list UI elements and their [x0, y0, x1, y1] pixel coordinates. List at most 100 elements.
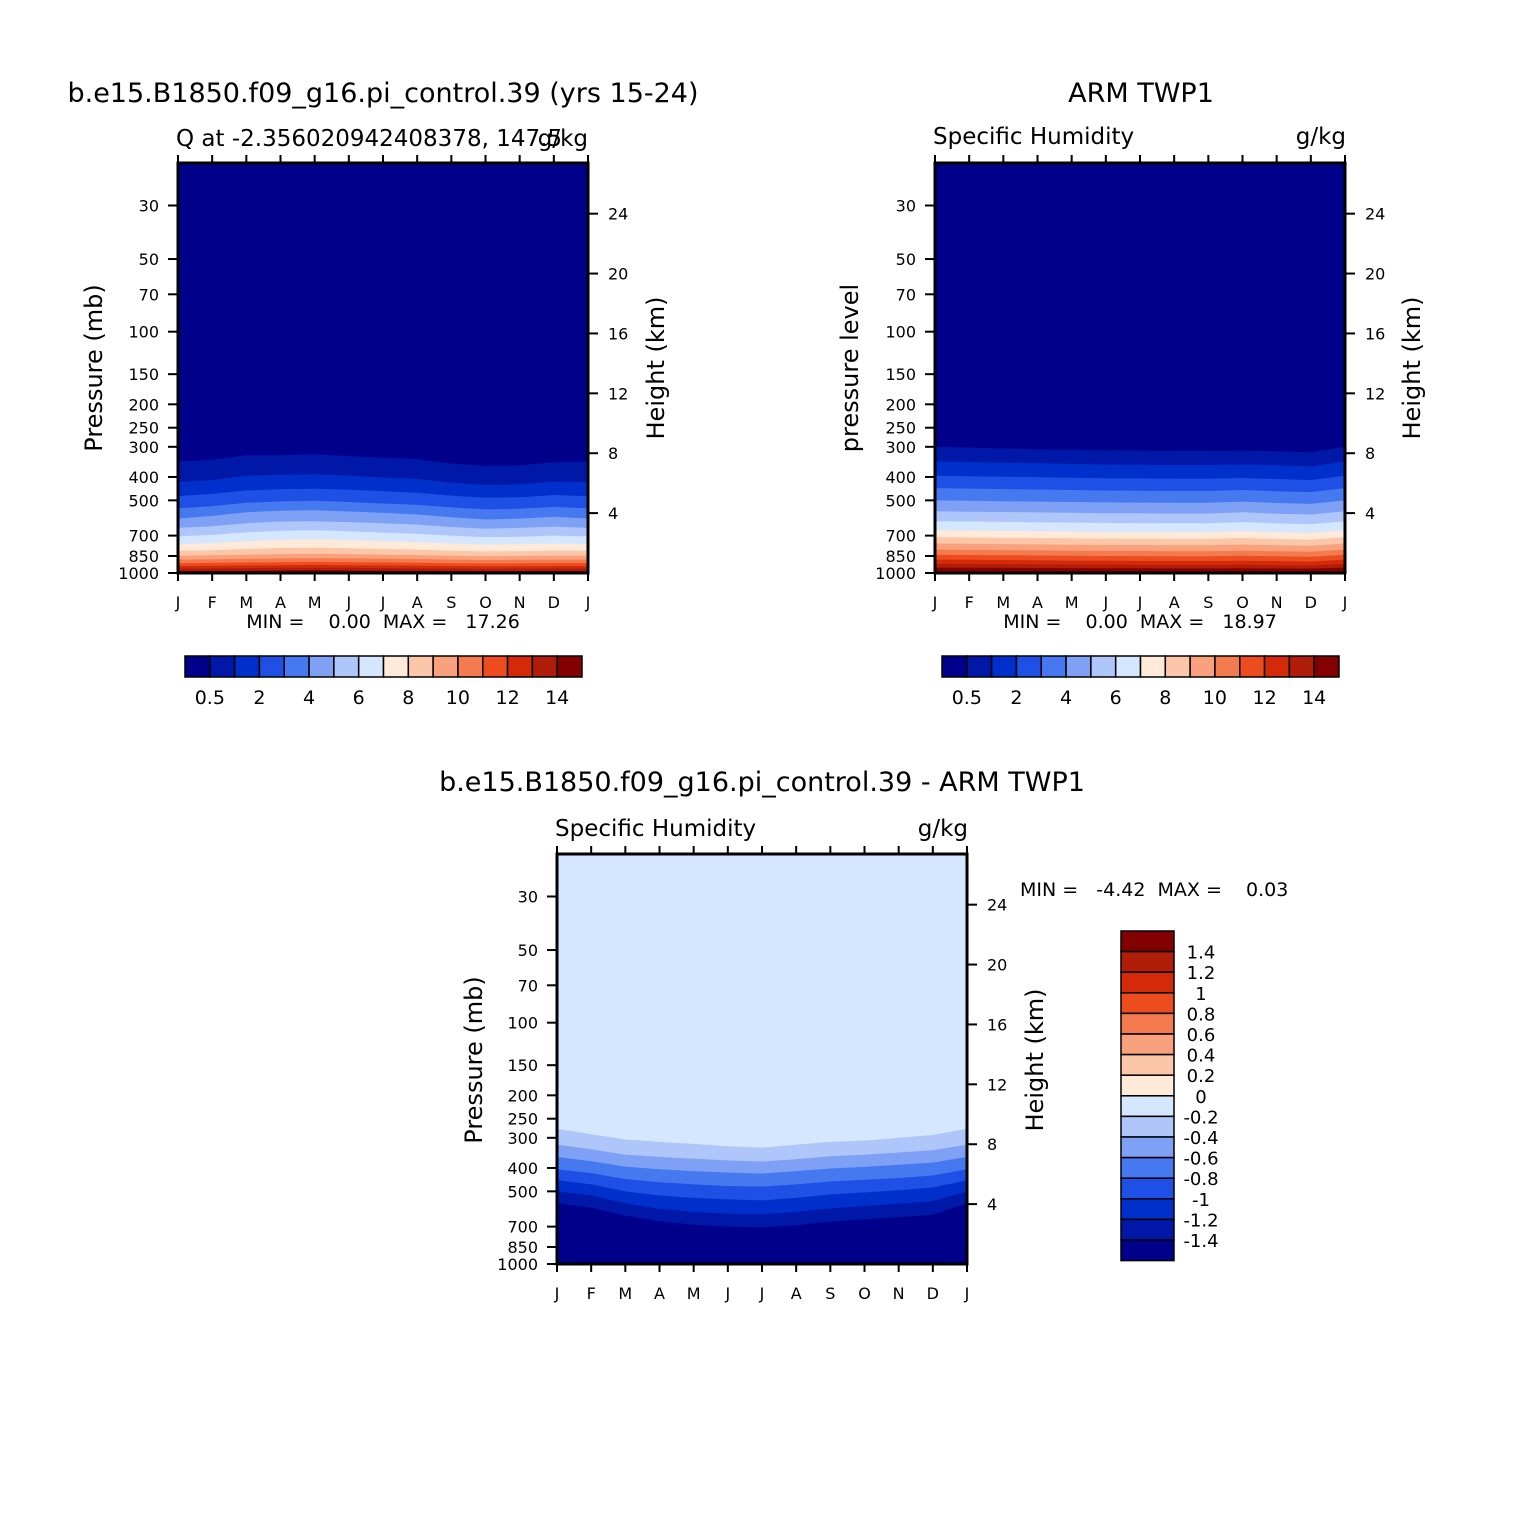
panel-obs-height-tick-label: 20 — [1365, 265, 1385, 284]
panel-model-height-tick-label: 16 — [608, 324, 628, 343]
panel-diff-colorbar: 1.41.210.80.60.40.20-0.2-0.4-0.6-0.8-1-1… — [1120, 930, 1219, 1262]
panel-diff-month-label: O — [858, 1284, 871, 1303]
panel-obs-colorbar-label: 4 — [1060, 687, 1072, 709]
panel-model-month-label: J — [380, 593, 386, 612]
panel-diff-colorbar-label: -0.6 — [1183, 1149, 1218, 1170]
panel-model-colorbar-swatch — [407, 655, 434, 678]
panel-model: b.e15.B1850.f09_g16.pi_control.39 (yrs 1… — [67, 78, 698, 709]
panel-diff-pressure-tick-label: 150 — [507, 1056, 538, 1075]
panel-obs-pressure-tick-label: 100 — [885, 323, 916, 342]
panel-diff-month-label: F — [587, 1284, 596, 1303]
panel-diff-title: b.e15.B1850.f09_g16.pi_control.39 - ARM … — [439, 767, 1085, 798]
panel-obs-month-label: A — [1169, 593, 1180, 612]
panel-obs-pressure-tick-label: 500 — [885, 491, 916, 510]
panel-obs-subtitle-right: g/kg — [1296, 124, 1346, 150]
panel-model-colorbar-label: 10 — [446, 687, 470, 709]
panel-model-ylabel-left: Pressure (mb) — [80, 284, 108, 451]
panel-obs-colorbar-swatch — [1239, 655, 1266, 678]
panel-diff-pressure-tick-label: 250 — [507, 1110, 538, 1129]
panel-model-pressure-tick-label: 300 — [128, 438, 159, 457]
panel-diff-month-label: M — [687, 1284, 701, 1303]
panel-obs-height-tick-label: 16 — [1365, 324, 1385, 343]
panel-diff-height-tick-label: 12 — [987, 1075, 1007, 1094]
panel-diff-subtitle-left: Specific Humidity — [555, 816, 756, 842]
panel-obs-colorbar-swatch — [1040, 655, 1067, 678]
panel-model-height-tick-label: 20 — [608, 265, 628, 284]
panel-model-minmax: MIN = 0.00 MAX = 17.26 — [246, 611, 520, 633]
panel-diff-colorbar-swatch — [1120, 992, 1175, 1015]
panel-obs-pressure-tick-label: 400 — [885, 468, 916, 487]
panel-diff-pressure-tick-label: 100 — [507, 1014, 538, 1033]
panel-diff-colorbar-label: -1.4 — [1183, 1231, 1218, 1252]
panel-model-colorbar-label: 0.5 — [195, 687, 225, 709]
panel-obs-month-label: J — [932, 593, 938, 612]
panel-obs-contour-fill — [935, 163, 1345, 573]
panel-model-pressure-tick-label: 1000 — [118, 564, 159, 583]
panel-obs-month-label: A — [1032, 593, 1043, 612]
panel-diff-pressure-tick-label: 1000 — [497, 1255, 538, 1274]
panel-obs-title: ARM TWP1 — [1068, 78, 1214, 109]
panel-obs-height-tick-label: 8 — [1365, 444, 1375, 463]
panel-model-height-tick-label: 8 — [608, 444, 618, 463]
panel-diff-pressure-tick-label: 70 — [518, 976, 538, 995]
panel-diff-ylabel-right: Height (km) — [1021, 989, 1049, 1132]
panel-model-pressure-tick-label: 70 — [139, 285, 159, 304]
panel-diff-colorbar-label: 1.2 — [1187, 963, 1216, 984]
panel-diff: b.e15.B1850.f09_g16.pi_control.39 - ARM … — [439, 767, 1288, 1303]
panel-model-colorbar-swatch — [283, 655, 310, 678]
panel-obs-minmax: MIN = 0.00 MAX = 18.97 — [1003, 611, 1277, 633]
panel-model-pressure-tick-label: 500 — [128, 491, 159, 510]
panel-model-colorbar-swatch — [233, 655, 261, 678]
panel-model-colorbar-swatch — [184, 655, 211, 678]
panel-model-colorbar-label: 2 — [253, 687, 265, 709]
panel-model-contour-fill — [178, 163, 588, 573]
panel-diff-pressure-tick-label: 200 — [507, 1086, 538, 1105]
panel-obs-colorbar-swatch — [1164, 655, 1191, 678]
panel-diff-colorbar-label: -1 — [1192, 1190, 1210, 1211]
panel-obs-month-label: N — [1271, 593, 1283, 612]
panel-model-pressure-tick-label: 150 — [128, 365, 159, 384]
panel-model-subtitle-left: Q at -2.356020942408378, 147.5 — [176, 126, 562, 152]
panel-obs-colorbar-label: 0.5 — [952, 687, 982, 709]
panel-model-colorbar-swatch — [531, 655, 558, 678]
panel-obs-colorbar-label: 6 — [1110, 687, 1122, 709]
panel-model-month-label: M — [308, 593, 322, 612]
panel-diff-colorbar-swatch — [1120, 1095, 1175, 1118]
panel-diff-pressure-tick-label: 850 — [507, 1238, 538, 1257]
panel-obs-month-label: M — [996, 593, 1010, 612]
panel-obs-colorbar-swatch — [941, 655, 968, 678]
panel-obs-month-label: S — [1203, 593, 1213, 612]
panel-obs-colorbar-label: 12 — [1253, 687, 1277, 709]
panel-diff-colorbar-label: -0.2 — [1183, 1107, 1218, 1128]
panel-diff-pressure-tick-label: 500 — [507, 1182, 538, 1201]
panel-model-colorbar-label: 12 — [496, 687, 520, 709]
panel-obs-colorbar-swatch — [1189, 655, 1216, 678]
panel-diff-colorbar-swatch — [1120, 1033, 1175, 1056]
panel-obs-colorbar-swatch — [1114, 655, 1142, 678]
panel-model-colorbar-swatch — [506, 655, 534, 678]
panel-diff-month-label: J — [964, 1284, 970, 1303]
panel-model-colorbar-label: 4 — [303, 687, 315, 709]
panel-obs-colorbar-label: 8 — [1159, 687, 1171, 709]
panel-diff-month-label: A — [791, 1284, 802, 1303]
panel-obs-colorbar-label: 14 — [1302, 687, 1326, 709]
panel-obs-colorbar-swatch — [1288, 655, 1315, 678]
panel-diff-colorbar-label: 0.2 — [1187, 1066, 1216, 1087]
panel-diff-colorbar-swatch — [1120, 1012, 1175, 1035]
panel-diff-height-tick-label: 20 — [987, 956, 1007, 975]
panel-obs-colorbar-label: 2 — [1010, 687, 1022, 709]
panel-model-height-tick-label: 12 — [608, 384, 628, 403]
panel-diff-pressure-tick-label: 50 — [518, 941, 538, 960]
panel-obs-month-label: F — [965, 593, 974, 612]
panel-model-height-tick-label: 4 — [608, 504, 618, 523]
panel-model-title: b.e15.B1850.f09_g16.pi_control.39 (yrs 1… — [67, 78, 698, 109]
panel-diff-pressure-tick-label: 400 — [507, 1159, 538, 1178]
panel-obs-colorbar-swatch — [966, 655, 993, 678]
panel-diff-colorbar-label: 0.4 — [1187, 1046, 1216, 1067]
panel-diff-height-tick-label: 24 — [987, 896, 1007, 915]
panel-diff-pressure-tick-label: 700 — [507, 1218, 538, 1237]
panel-model-colorbar-swatch — [333, 655, 360, 678]
panel-diff-colorbar-label: -1.2 — [1183, 1210, 1218, 1231]
